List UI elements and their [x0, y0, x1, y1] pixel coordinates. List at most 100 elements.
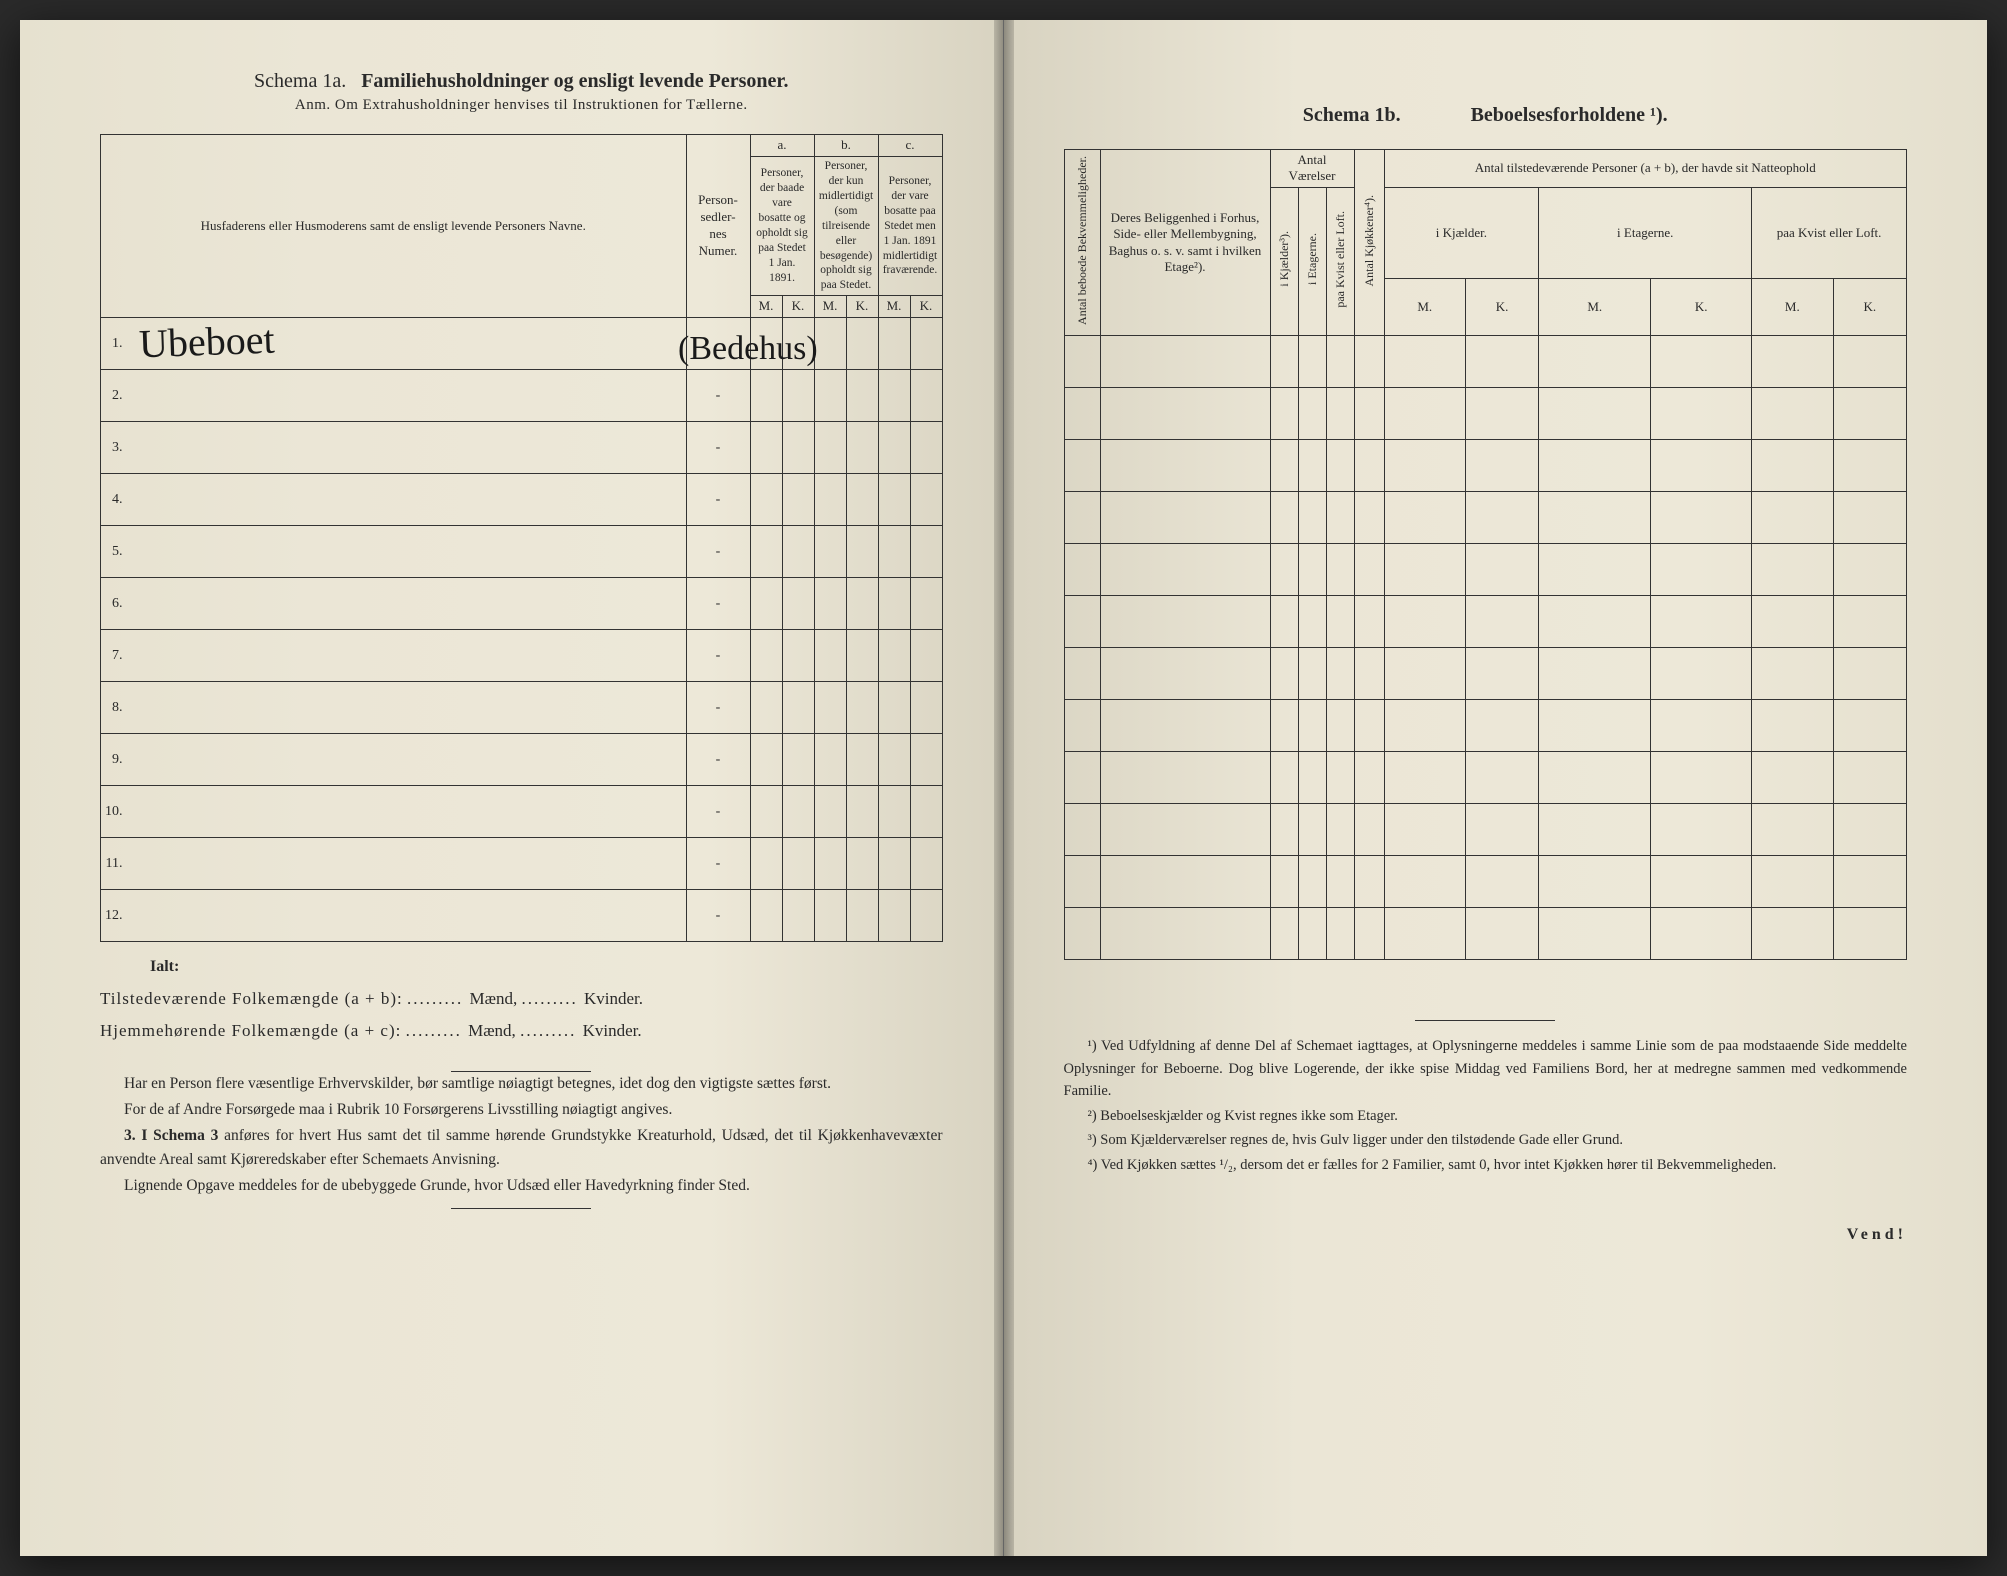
cell	[1100, 596, 1270, 648]
handwritten-paren: (Bedehus)	[678, 330, 818, 368]
cell	[1651, 908, 1752, 960]
cell	[1752, 336, 1833, 388]
cell	[1298, 544, 1326, 596]
cell	[1100, 700, 1270, 752]
cell	[1354, 856, 1384, 908]
handwritten-entry: Ubeboet	[138, 316, 275, 368]
cell	[1384, 492, 1465, 544]
mk-cell	[910, 526, 942, 578]
table-row	[1064, 752, 1907, 804]
cell	[1064, 752, 1100, 804]
row-number: 6.	[101, 578, 129, 630]
cell	[1326, 856, 1354, 908]
mk-cell	[878, 630, 910, 682]
cell	[1064, 856, 1100, 908]
cell	[1326, 544, 1354, 596]
cell	[1465, 336, 1538, 388]
mk-cell	[910, 838, 942, 890]
cell	[1651, 336, 1752, 388]
name-cell	[129, 526, 687, 578]
personsedler-cell: -	[686, 682, 750, 734]
cell	[1270, 648, 1298, 700]
personsedler-cell: -	[686, 734, 750, 786]
table-row: 9.-	[101, 734, 943, 786]
mk-cell	[814, 422, 846, 474]
cell	[1752, 700, 1833, 752]
footnote-1: ¹) Ved Udfyldning af denne Del af Schema…	[1064, 1035, 1908, 1102]
cell	[1752, 596, 1833, 648]
mk-cell	[846, 474, 878, 526]
cell	[1384, 908, 1465, 960]
personsedler-cell: -	[686, 370, 750, 422]
col-a-k: K.	[782, 296, 814, 318]
col-a-m: M.	[750, 296, 782, 318]
cell	[1539, 804, 1651, 856]
row-number: 7.	[101, 630, 129, 682]
personsedler-cell: -	[686, 526, 750, 578]
cell	[1539, 856, 1651, 908]
mk-cell	[750, 474, 782, 526]
table-row	[1064, 544, 1907, 596]
cell	[1539, 908, 1651, 960]
mk-cell	[782, 578, 814, 630]
mk-cell	[814, 526, 846, 578]
cell	[1326, 596, 1354, 648]
col-c-k: K.	[910, 296, 942, 318]
mk-cell	[910, 422, 942, 474]
dots: .........	[520, 1021, 583, 1040]
row-number: 10.	[101, 786, 129, 838]
schema-label-1b: Schema 1b.	[1303, 104, 1401, 126]
mk-cell	[814, 890, 846, 942]
cell	[1651, 752, 1752, 804]
cell	[1298, 700, 1326, 752]
divider	[451, 1208, 591, 1209]
page-left: Schema 1a. Familiehusholdninger og ensli…	[20, 20, 1004, 1556]
col-b-text: Personer, der kun midlertidigt (som tilr…	[814, 156, 878, 295]
table-row: 1.Ubeboet(Bedehus)	[101, 318, 943, 370]
name-cell	[129, 370, 687, 422]
para-3: 3. I Schema 3 anføres for hvert Hus samt…	[100, 1124, 943, 1172]
table-row: 2. -	[101, 370, 943, 422]
row-number: 4.	[101, 474, 129, 526]
cell	[1326, 700, 1354, 752]
cell	[1270, 336, 1298, 388]
cell	[1651, 804, 1752, 856]
name-cell	[129, 734, 687, 786]
cell	[1384, 596, 1465, 648]
cell	[1465, 908, 1538, 960]
table-row: 5.-	[101, 526, 943, 578]
cell	[1100, 492, 1270, 544]
cell	[1270, 752, 1298, 804]
col-c-text: Personer, der vare bosatte paa Stedet me…	[878, 156, 942, 295]
mk-cell	[814, 734, 846, 786]
cell	[1064, 440, 1100, 492]
cell	[1539, 336, 1651, 388]
cell	[1100, 856, 1270, 908]
cell	[1384, 336, 1465, 388]
cell	[1326, 492, 1354, 544]
mk-cell	[782, 682, 814, 734]
col-b-m: M.	[814, 296, 846, 318]
table-row: 12.-	[101, 890, 943, 942]
mk-cell	[782, 474, 814, 526]
mk-cell	[814, 630, 846, 682]
mk-cell	[782, 370, 814, 422]
col-v-etagerne: i Etagerne.	[1305, 229, 1320, 289]
col-p-etagerne: i Etagerne.	[1539, 187, 1752, 279]
row-number: 3.	[101, 422, 129, 474]
cell	[1833, 856, 1906, 908]
cell	[1270, 856, 1298, 908]
cell	[1064, 596, 1100, 648]
col-kjokkener: Antal Kjøkkener⁴).	[1362, 191, 1377, 291]
mk-cell	[814, 474, 846, 526]
table-row	[1064, 440, 1907, 492]
cell	[1539, 544, 1651, 596]
row-number: 2.	[101, 370, 129, 422]
mk-cell	[814, 786, 846, 838]
mk-cell	[878, 526, 910, 578]
cell	[1465, 544, 1538, 596]
cell	[1298, 596, 1326, 648]
mk-cell	[878, 682, 910, 734]
mk-cell	[910, 630, 942, 682]
mk-cell	[846, 422, 878, 474]
